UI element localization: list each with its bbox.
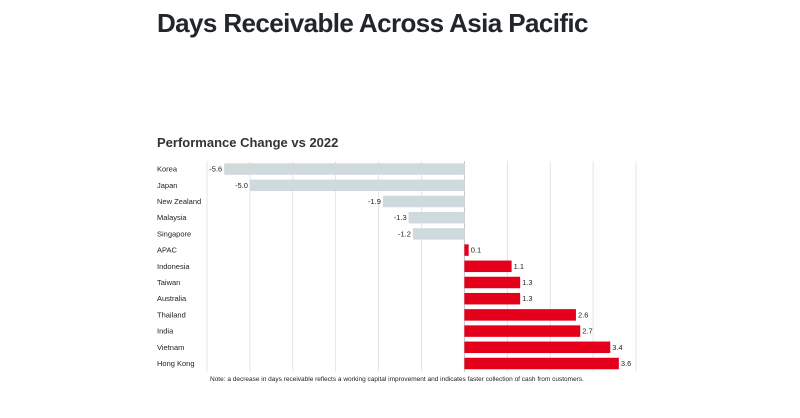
- value-label-japan: -5.0: [235, 181, 248, 190]
- value-label-taiwan: 1.3: [522, 278, 532, 287]
- bar-japan: [249, 179, 465, 192]
- value-label-india: 2.7: [582, 327, 592, 336]
- category-label-malaysia: Malaysia: [157, 213, 187, 222]
- category-label-apac: APAC: [157, 246, 177, 255]
- value-labels: -5.6 -5.0 -1.9 -1.3 -1.2 0.1 1.1 1.3 1.3 2.6 2.7 3.…: [209, 165, 631, 368]
- value-label-australia: 1.3: [522, 294, 532, 303]
- value-label-thailand: 2.6: [578, 310, 588, 319]
- category-label-hong-kong: Hong Kong: [157, 359, 195, 368]
- category-label-japan: Japan: [157, 181, 177, 190]
- bars: [224, 163, 619, 370]
- chart-note: Note: a decrease in days receivable refl…: [210, 376, 584, 383]
- category-label-taiwan: Taiwan: [157, 278, 180, 287]
- category-label-australia: Australia: [157, 294, 187, 303]
- value-label-vietnam: 3.4: [612, 343, 622, 352]
- bar-new-zealand: [382, 195, 465, 208]
- category-labels: Korea Japan New Zealand Malaysia Singapore AP…: [157, 165, 201, 368]
- bar-australia: [464, 292, 521, 305]
- chart-title: Performance Change vs 2022: [157, 135, 339, 150]
- value-label-korea: -5.6: [209, 165, 222, 174]
- value-label-apac: 0.1: [471, 246, 481, 255]
- bar-korea: [224, 163, 465, 175]
- bar-thailand: [464, 309, 576, 321]
- category-label-singapore: Singapore: [157, 229, 191, 238]
- bar-taiwan: [464, 276, 521, 289]
- category-label-korea: Korea: [157, 165, 178, 174]
- bar-hong-kong: [464, 357, 619, 370]
- bar-vietnam: [464, 341, 611, 354]
- category-label-new-zealand: New Zealand: [157, 197, 201, 206]
- bar-singapore: [412, 228, 465, 240]
- bar-apac: [464, 244, 469, 256]
- category-label-india: India: [157, 327, 174, 336]
- value-label-malaysia: -1.3: [394, 213, 407, 222]
- page-title: Days Receivable Across Asia Pacific: [157, 8, 588, 38]
- gridlines: [206, 161, 637, 372]
- category-label-thailand: Thailand: [157, 310, 186, 319]
- bar-indonesia: [464, 260, 512, 273]
- value-label-singapore: -1.2: [398, 229, 411, 238]
- bar-malaysia: [408, 211, 465, 224]
- category-label-vietnam: Vietnam: [157, 343, 184, 352]
- value-label-indonesia: 1.1: [514, 262, 524, 271]
- category-label-indonesia: Indonesia: [157, 262, 190, 271]
- bar-india: [464, 325, 581, 337]
- value-label-hong-kong: 3.6: [621, 359, 631, 368]
- value-label-new-zealand: -1.9: [368, 197, 381, 206]
